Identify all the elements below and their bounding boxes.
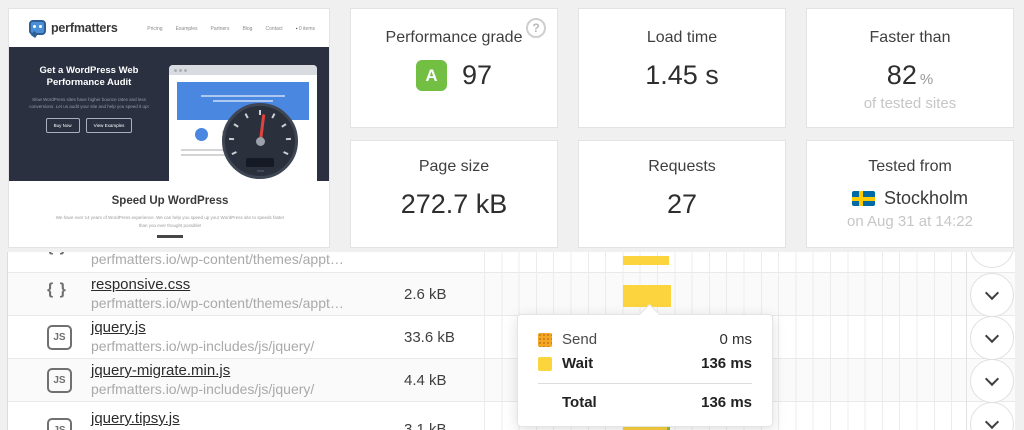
send-value: 0 ms xyxy=(719,331,752,348)
preview-nav-contact: Contact xyxy=(265,26,283,32)
preview-section-text: We have over 14 years of WordPress exper… xyxy=(55,215,285,228)
js-file-icon: JS xyxy=(47,368,72,393)
total-label: Total xyxy=(562,394,597,411)
request-waterfall-table: { } perfmatters.io/wp-content/themes/app… xyxy=(7,252,1015,430)
preview-site-nav: Pricing Examples Partners Blog Contact 0… xyxy=(147,26,315,32)
file-link[interactable]: jquery.tipsy.js xyxy=(91,410,180,427)
file-size: 33.6 kB xyxy=(404,329,455,346)
css-file-icon: { } xyxy=(47,252,67,256)
requests-title: Requests xyxy=(648,158,716,175)
faster-than-card: Faster than 82% of tested sites xyxy=(806,8,1014,128)
performance-grade-card: ? Performance grade A 97 xyxy=(350,8,558,128)
table-row[interactable]: JS jquery-migrate.min.js perfmatters.io/… xyxy=(8,359,1015,402)
faster-than-value: 82 xyxy=(886,60,917,90)
tested-from-card: Tested from Stockholm on Aug 31 at 14:22 xyxy=(806,140,1014,248)
table-row[interactable]: { } perfmatters.io/wp-content/themes/app… xyxy=(8,252,1015,273)
expand-row-button[interactable] xyxy=(970,316,1014,360)
preview-cart-items: 0 items xyxy=(296,26,315,32)
file-link[interactable]: jquery-migrate.min.js xyxy=(91,362,231,379)
wait-time-bar[interactable] xyxy=(623,285,671,307)
chevron-down-icon xyxy=(984,414,1000,429)
load-time-card: Load time 1.45 s xyxy=(578,8,786,128)
preview-hero-title: Get a WordPress Web Performance Audit xyxy=(39,65,139,89)
chevron-down-icon xyxy=(984,328,1000,343)
preview-buy-now-button: Buy Now xyxy=(45,118,80,134)
perfmatters-logo-icon xyxy=(29,20,46,35)
file-url: perfmatters.io/wp-content/themes/appt… xyxy=(91,295,344,311)
page-size-title: Page size xyxy=(418,158,490,175)
preview-view-examples-button: View Examples xyxy=(85,118,133,134)
js-file-icon: JS xyxy=(47,325,72,350)
file-url: perfmatters.io/wp-includes/js/jquery/ xyxy=(91,381,315,397)
tooltip-divider xyxy=(538,383,752,384)
timing-tooltip: Send 0 ms Wait 136 ms Total 136 ms xyxy=(517,303,773,427)
grade-badge: A xyxy=(415,60,447,91)
requests-value: 27 xyxy=(666,189,698,219)
css-file-icon: { } xyxy=(47,281,67,298)
performance-grade-title: Performance grade xyxy=(385,29,523,46)
page-size-value: 272.7 kB xyxy=(400,189,508,219)
grade-value: 97 xyxy=(461,60,493,90)
tested-from-date: on Aug 31 at 14:22 xyxy=(847,213,973,230)
preview-site-header: perfmatters Pricing Examples Partners Bl… xyxy=(9,9,329,47)
wait-label: Wait xyxy=(562,355,594,372)
page-size-card: Page size 272.7 kB xyxy=(350,140,558,248)
file-link[interactable]: jquery.js xyxy=(91,319,146,336)
preview-hero-copy: Get a WordPress Web Performance Audit Sl… xyxy=(21,65,157,134)
faster-than-unit: % xyxy=(919,71,934,88)
website-preview-thumbnail: perfmatters Pricing Examples Partners Bl… xyxy=(8,8,330,248)
send-label: Send xyxy=(562,331,598,348)
requests-card: Requests 27 xyxy=(578,140,786,248)
wait-time-bar[interactable] xyxy=(623,256,669,265)
file-size: 3.1 kB xyxy=(404,421,447,430)
table-row[interactable]: JS jquery.js perfmatters.io/wp-includes/… xyxy=(8,316,1015,359)
preview-lower-section: Speed Up WordPress We have over 14 years… xyxy=(9,181,329,239)
file-size: 2.6 kB xyxy=(404,286,447,303)
wait-value: 136 ms xyxy=(701,355,752,372)
tested-from-title: Tested from xyxy=(868,158,952,175)
faster-than-title: Faster than xyxy=(869,29,951,46)
preview-nav-pricing: Pricing xyxy=(147,26,163,32)
perfmatters-logo: perfmatters xyxy=(29,20,118,35)
preview-hero-text: Slow WordPress sites have higher bounce … xyxy=(29,96,149,109)
chevron-down-icon xyxy=(984,285,1000,300)
total-value: 136 ms xyxy=(701,394,752,411)
preview-nav-partners: Partners xyxy=(210,26,230,32)
file-size: 4.4 kB xyxy=(404,372,447,389)
gauge-display xyxy=(246,158,274,172)
table-row[interactable]: JS jquery.tipsy.js 3.1 kB xyxy=(8,402,1015,430)
expand-row-button[interactable] xyxy=(970,273,1014,317)
speedometer-gauge-icon xyxy=(222,103,298,179)
sweden-flag-icon xyxy=(851,191,875,206)
browser-mockup-titlebar xyxy=(169,65,317,75)
chevron-down-icon xyxy=(984,371,1000,386)
table-row[interactable]: { } responsive.css perfmatters.io/wp-con… xyxy=(8,273,1015,316)
load-time-value: 1.45 s xyxy=(645,60,719,90)
load-time-title: Load time xyxy=(646,29,718,46)
help-icon[interactable]: ? xyxy=(526,18,546,38)
gauge-hub xyxy=(255,136,265,146)
preview-section-title: Speed Up WordPress xyxy=(111,195,229,207)
tested-from-city: Stockholm xyxy=(883,188,969,208)
file-url: perfmatters.io/wp-content/themes/appt… xyxy=(91,252,344,267)
file-url: perfmatters.io/wp-includes/js/jquery/ xyxy=(91,338,315,354)
wait-swatch-icon xyxy=(538,356,552,371)
file-link[interactable]: responsive.css xyxy=(91,276,191,293)
faster-than-subtitle: of tested sites xyxy=(863,95,957,112)
perfmatters-logo-text: perfmatters xyxy=(51,20,118,35)
js-file-icon: JS xyxy=(47,418,72,430)
preview-nav-examples: Examples xyxy=(175,26,198,32)
preview-nav-blog: Blog xyxy=(242,26,253,32)
preview-hero-section: Get a WordPress Web Performance Audit Sl… xyxy=(9,47,329,181)
preview-divider xyxy=(157,235,183,239)
send-swatch-icon xyxy=(538,332,552,347)
expand-row-button[interactable] xyxy=(970,359,1014,403)
browser-mockup-avatar xyxy=(195,128,208,141)
